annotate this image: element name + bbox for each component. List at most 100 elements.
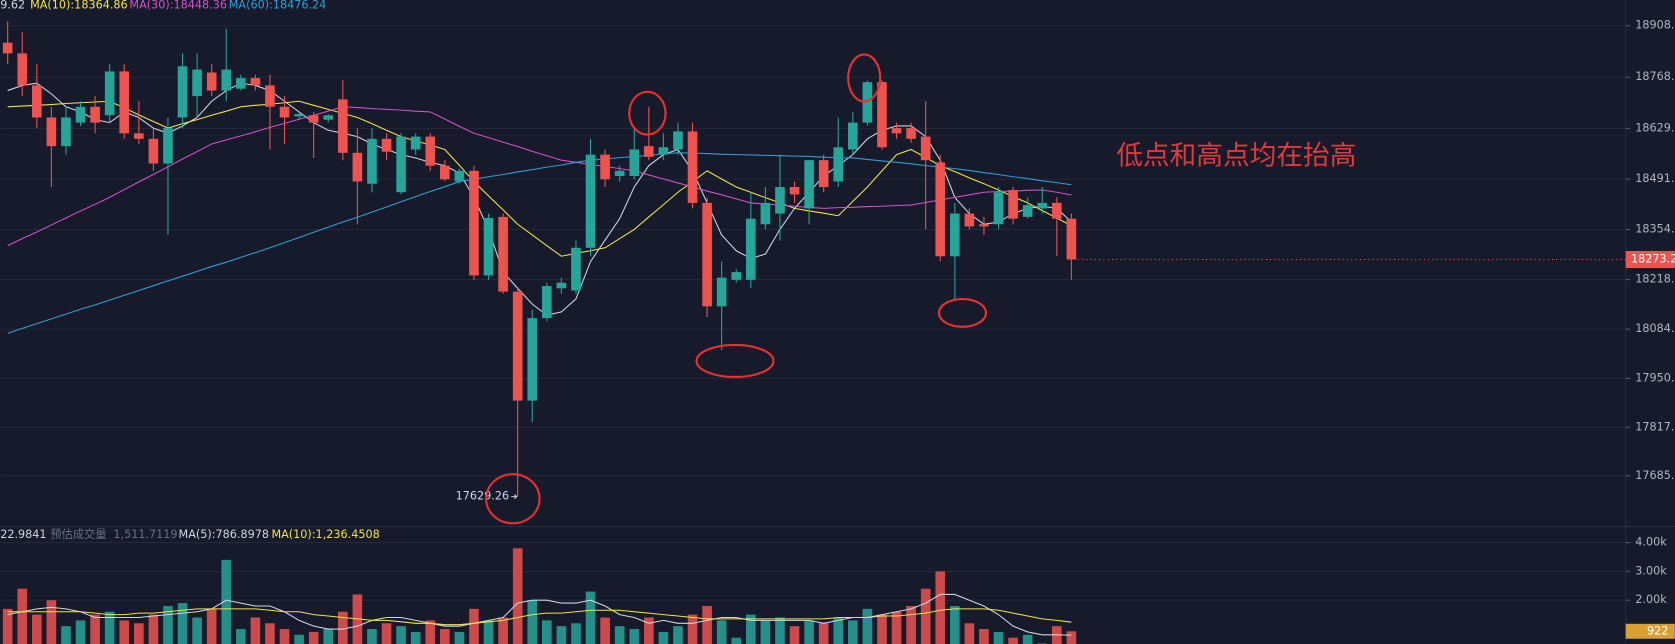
legend-ma60: MA(60):18476.24 — [229, 0, 327, 11]
candle-body — [687, 131, 698, 203]
volume-bar — [979, 629, 989, 644]
candle-body — [396, 136, 406, 193]
candle-body — [163, 128, 173, 164]
volume-bar — [906, 605, 916, 644]
candle-body — [352, 152, 363, 182]
candle-body — [206, 72, 217, 91]
candle-body — [17, 53, 28, 86]
volume-bar — [90, 614, 100, 644]
candle-body — [600, 154, 610, 180]
y-tick-label: 17950.2 — [1635, 371, 1675, 384]
volume-bar — [17, 588, 28, 644]
candle-body — [542, 286, 552, 319]
volume-bar — [512, 548, 523, 644]
circle — [485, 473, 541, 525]
volume-bar — [964, 623, 975, 644]
volume-bar — [279, 629, 290, 644]
volume-tag — [1625, 623, 1675, 639]
circle — [695, 343, 775, 379]
ma-line — [7, 82, 1072, 316]
candle-body — [250, 78, 261, 86]
volume-bar — [556, 626, 567, 644]
candle-body — [673, 131, 683, 150]
volume-bar — [323, 629, 334, 644]
estimate-label: 预估成交量 — [50, 527, 106, 541]
volume-bar — [483, 620, 494, 644]
volume-bar — [221, 559, 232, 644]
annotation: 低点和高点均在抬高 — [1116, 140, 1356, 171]
candle-body — [454, 170, 465, 182]
candle-body — [192, 69, 202, 97]
volume-bar — [308, 631, 319, 644]
candle-body — [993, 192, 1004, 225]
y-tick-label: 4.00k — [1635, 536, 1667, 549]
volume-bar — [192, 617, 202, 644]
volume-bar — [614, 626, 625, 644]
candle-body — [32, 85, 42, 118]
volume-bar — [498, 617, 508, 644]
candle-body — [935, 162, 946, 257]
volume-bar — [46, 600, 57, 644]
volume-bar — [746, 614, 756, 644]
candle-body — [221, 69, 232, 91]
candle-body — [338, 99, 348, 153]
candle-body — [585, 154, 596, 248]
volume-bar — [891, 611, 902, 644]
volume-bar — [687, 614, 698, 644]
y-tick-label: 18629.3 — [1635, 121, 1675, 134]
candle-body — [46, 117, 57, 147]
candle-body — [775, 187, 785, 214]
price-tag-label: 18273.2 — [1631, 253, 1675, 266]
candle-body — [2, 42, 13, 54]
candle-body — [483, 217, 494, 276]
y-tick-label: 17685.6 — [1635, 469, 1675, 482]
y-tick-label: 18218.8 — [1635, 273, 1675, 286]
volume-bar — [381, 623, 392, 644]
candle-body — [104, 71, 115, 116]
volume-bar — [571, 623, 581, 644]
volume-bar — [833, 617, 844, 644]
legend-vol-ma5: MA(5):786.8978 — [179, 528, 269, 541]
volume-bar — [206, 608, 217, 644]
circle — [937, 297, 988, 328]
volume-bar — [629, 629, 640, 644]
volume-tag-label: 922 — [1647, 624, 1668, 637]
volume-bar — [32, 614, 42, 644]
candle-body — [279, 106, 290, 118]
volume-bar — [804, 620, 814, 644]
candle-body — [323, 115, 334, 120]
candle-body — [716, 277, 727, 307]
legend-vol-ma10: MA(10):1,236.4508 — [271, 528, 379, 541]
candle-body — [75, 106, 86, 123]
candle-body — [644, 146, 654, 157]
candle-body — [134, 133, 144, 139]
volume-bar — [1008, 637, 1018, 644]
candle-body — [731, 272, 742, 280]
volume-bar — [177, 603, 188, 644]
volume-bar — [920, 588, 931, 644]
candle-body — [920, 136, 931, 161]
candle-body — [862, 82, 873, 123]
volume-bar — [702, 605, 712, 644]
volume-bar — [294, 634, 304, 644]
volume-bar — [600, 617, 610, 644]
volume-bar — [1066, 631, 1077, 644]
candle-body — [1037, 202, 1048, 209]
legend-ma5: 9.62 — [0, 0, 25, 11]
candle-body — [964, 213, 975, 227]
volume-bar — [104, 611, 115, 644]
circle — [628, 90, 667, 136]
candle-body — [469, 170, 479, 276]
volume-bar — [644, 617, 654, 644]
candle-body — [658, 147, 669, 155]
candle-body — [906, 128, 916, 139]
highlight-circles — [485, 53, 988, 525]
legend-ma30: MA(30):18448.36 — [129, 0, 227, 11]
candle-body — [512, 291, 523, 401]
volume-bar — [760, 620, 771, 644]
volume-bar — [993, 631, 1004, 644]
candle-body — [571, 247, 581, 291]
volume-bar — [454, 631, 465, 644]
candle-body — [614, 170, 625, 176]
